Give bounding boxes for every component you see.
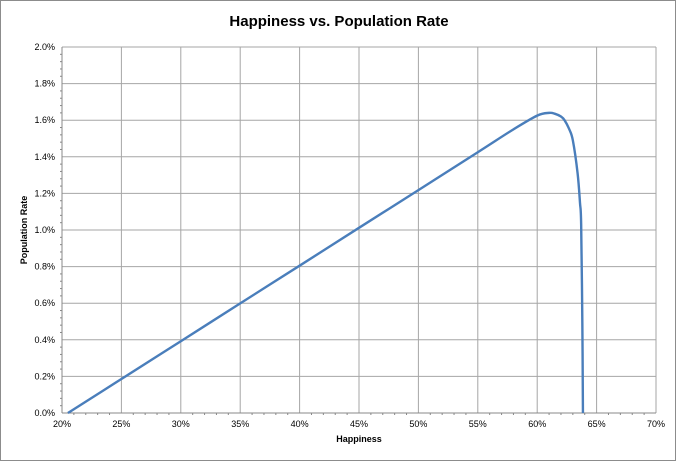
x-tick-label: 45% <box>350 419 368 429</box>
y-axis-label: Population Rate <box>19 196 29 265</box>
x-tick-label: 35% <box>231 419 249 429</box>
x-axis-label: Happiness <box>336 434 382 444</box>
series-line <box>67 111 585 415</box>
x-tick-label: 30% <box>172 419 190 429</box>
y-tick-label: 0.8% <box>34 262 55 272</box>
x-tick-label: 55% <box>469 419 487 429</box>
y-tick-label: 1.4% <box>34 152 55 162</box>
y-tick-label: 1.0% <box>34 225 55 235</box>
x-tick-label: 50% <box>409 419 427 429</box>
y-tick-label: 0.2% <box>34 371 55 381</box>
x-tick-label: 20% <box>53 419 71 429</box>
y-tick-label: 0.6% <box>34 298 55 308</box>
x-tick-label: 25% <box>112 419 130 429</box>
x-tick-label: 70% <box>647 419 665 429</box>
y-tick-label: 0.0% <box>34 408 55 418</box>
y-tick-label: 2.0% <box>34 42 55 52</box>
y-tick-label: 1.8% <box>34 79 55 89</box>
y-tick-label: 0.4% <box>34 335 55 345</box>
chart-title: Happiness vs. Population Rate <box>229 13 448 30</box>
x-tick-label: 60% <box>528 419 546 429</box>
y-tick-label: 1.6% <box>34 115 55 125</box>
x-tick-label: 65% <box>588 419 606 429</box>
y-tick-label: 1.2% <box>34 188 55 198</box>
x-tick-label: 40% <box>291 419 309 429</box>
